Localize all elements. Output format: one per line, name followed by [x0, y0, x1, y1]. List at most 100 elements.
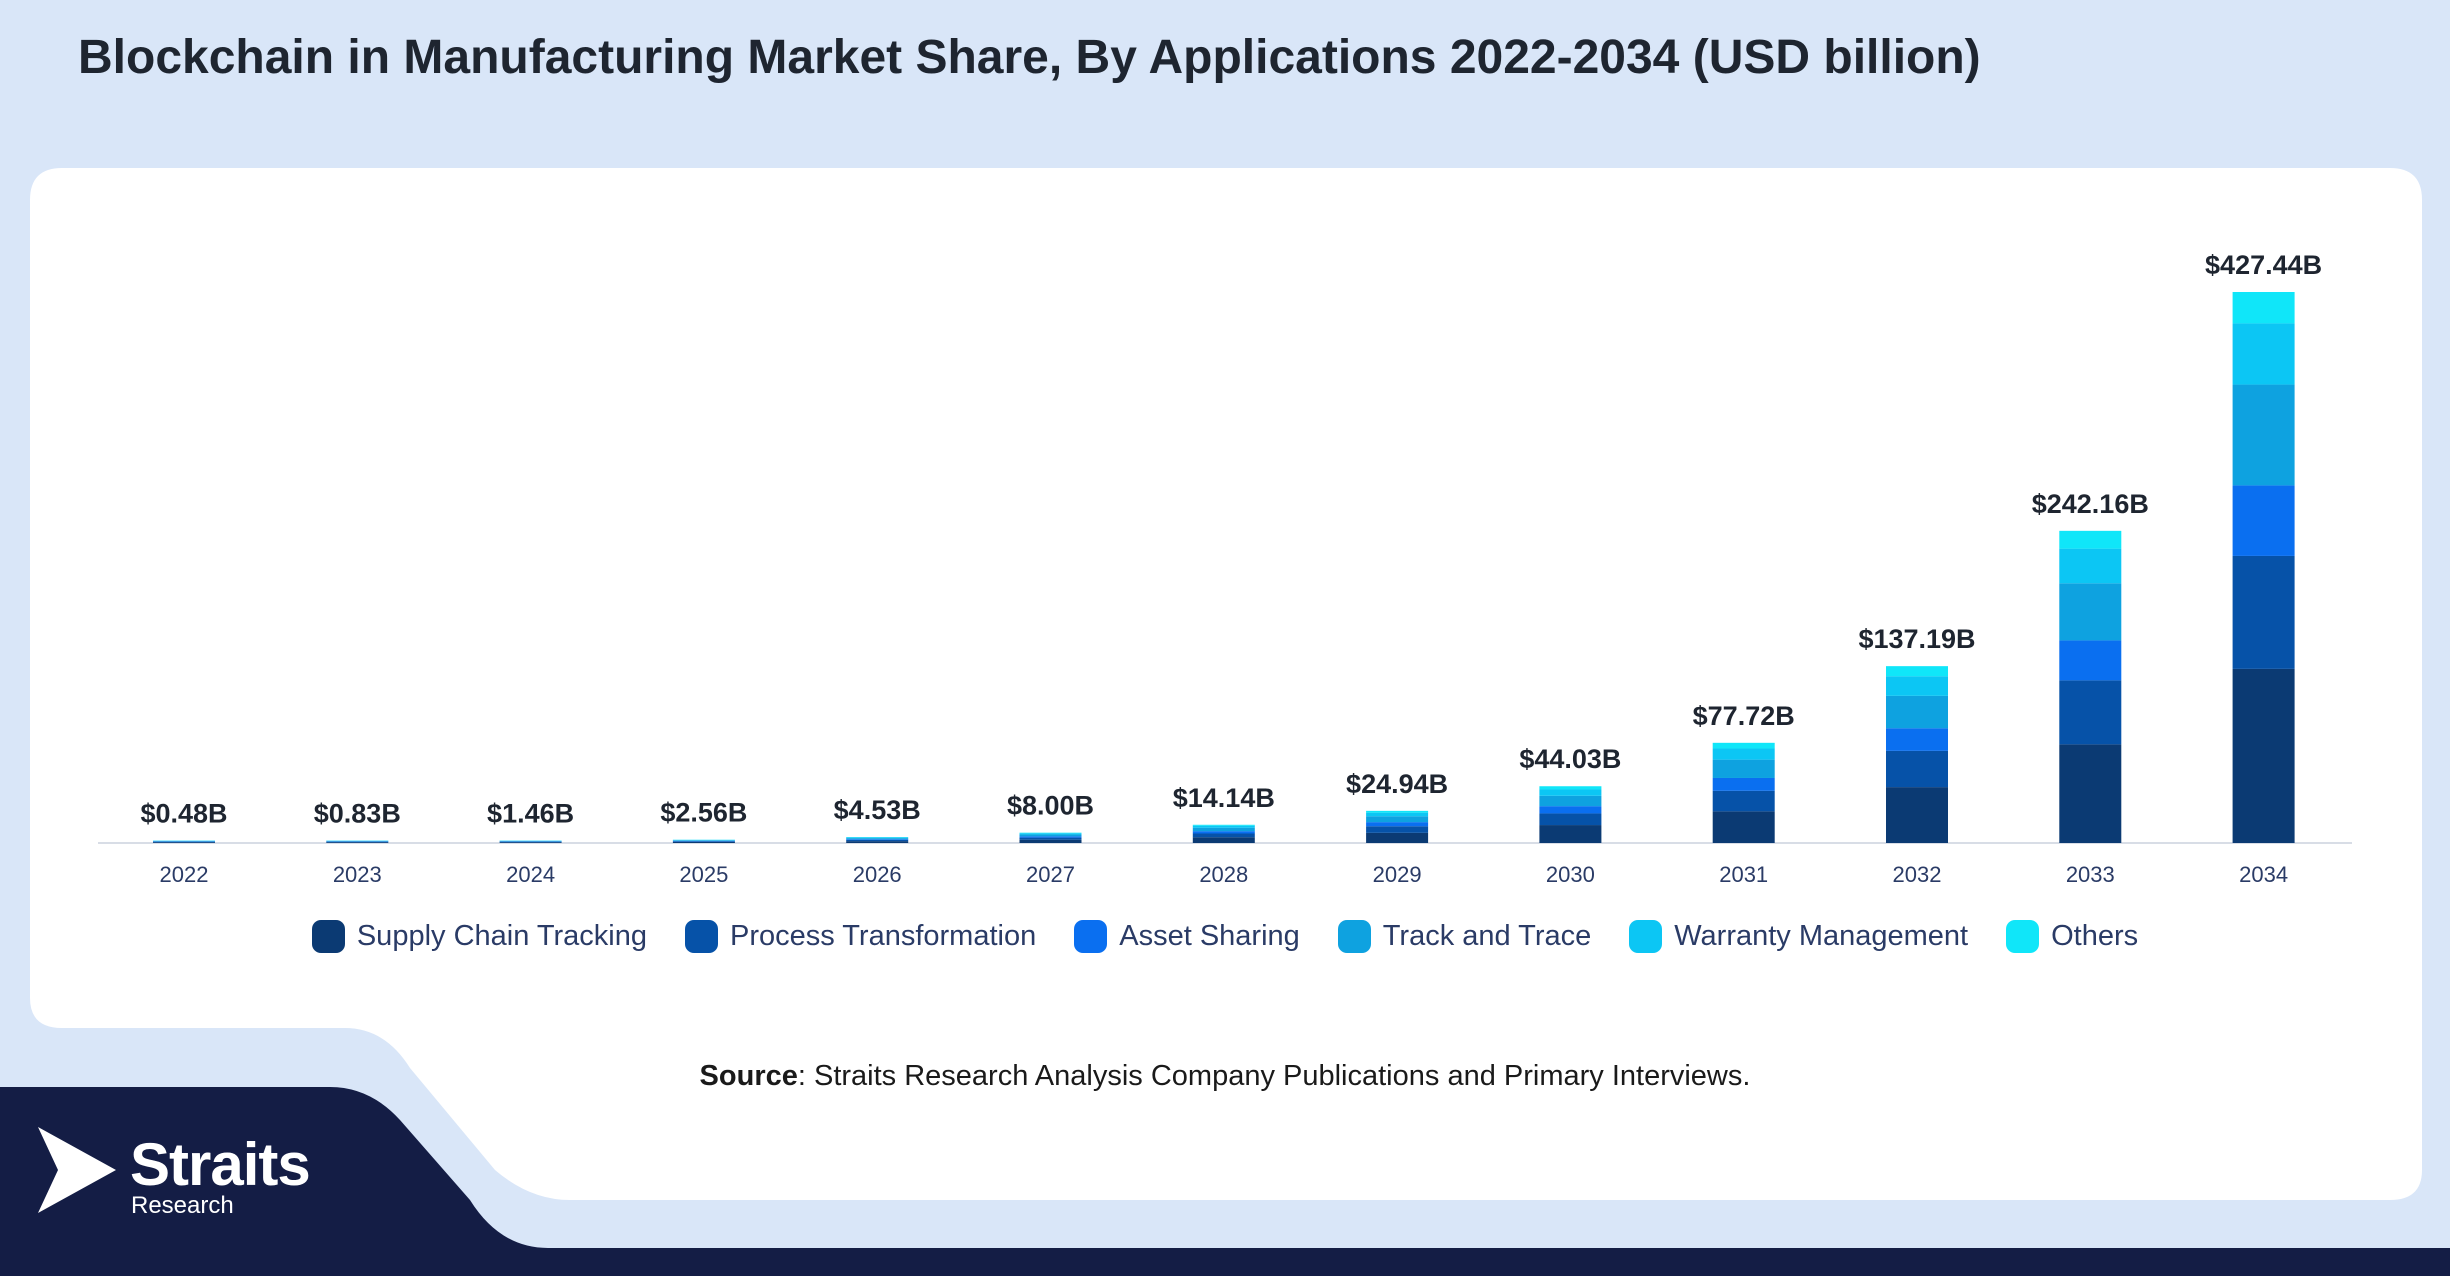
bar-segment	[2232, 384, 2295, 486]
bar-segment	[2059, 548, 2122, 584]
x-tick-label: 2031	[1719, 862, 1768, 887]
card-shape	[30, 168, 2422, 1200]
bar-segment	[1886, 750, 1948, 788]
x-tick-label: 2033	[2066, 862, 2115, 887]
legend-label: Process Transformation	[730, 920, 1037, 952]
data-label: $0.48B	[140, 799, 227, 829]
data-label: $427.44B	[2205, 250, 2322, 280]
bar-segment	[2059, 680, 2122, 745]
bar-segment	[2232, 292, 2295, 324]
bar-segment	[846, 839, 909, 842]
bar-segment	[1539, 789, 1602, 796]
bar-segment	[1366, 812, 1429, 817]
bar-segment	[1366, 832, 1429, 843]
bar-segment	[672, 841, 735, 843]
bar-segment	[153, 842, 215, 843]
source-note: Source: Straits Research Analysis Compan…	[0, 1060, 2450, 1093]
bar-segment	[1886, 728, 1948, 751]
data-label: $24.94B	[1346, 769, 1448, 799]
bar-segment	[1539, 825, 1602, 843]
x-tick-label: 2026	[853, 862, 902, 887]
x-tick-label: 2034	[2239, 862, 2288, 887]
bar-segment	[1366, 810, 1429, 813]
bar-segment	[2232, 485, 2295, 556]
legend-item: Process Transformation	[685, 920, 1036, 953]
data-label: $2.56B	[660, 798, 747, 828]
bar-segment	[153, 841, 215, 843]
bar-segment	[1366, 822, 1429, 827]
bar-segment	[326, 841, 389, 843]
bar-segment	[326, 842, 389, 843]
legend-item: Asset Sharing	[1074, 920, 1300, 953]
bar-segment	[1886, 676, 1948, 696]
bar-segment	[1192, 824, 1255, 826]
legend-swatch	[685, 920, 718, 953]
bar-segment	[1192, 825, 1255, 828]
brand-name: Straits	[130, 1131, 311, 1198]
bar-segment	[1192, 837, 1255, 843]
x-tick-label: 2029	[1373, 862, 1422, 887]
data-label: $242.16B	[2032, 489, 2149, 519]
arrow-logo-icon	[38, 1127, 116, 1213]
legend-item: Supply Chain Tracking	[311, 920, 647, 953]
legend-label: Asset Sharing	[1119, 920, 1300, 952]
bar-segment	[1712, 790, 1775, 812]
data-label: $44.03B	[1519, 744, 1621, 774]
legend-label: Track and Trace	[1382, 920, 1592, 952]
bar-segment	[1712, 742, 1775, 749]
legend-item: Others	[2006, 920, 2138, 953]
data-label: $1.46B	[487, 799, 574, 829]
bar-segment	[1539, 806, 1602, 814]
data-label: $4.53B	[834, 795, 921, 825]
bar-segment	[2232, 668, 2295, 843]
bar-segment	[846, 838, 909, 840]
bar-segment	[1192, 833, 1255, 838]
bar-segment	[2232, 555, 2295, 669]
bar-segment	[846, 841, 909, 843]
bar-segment	[2059, 640, 2122, 681]
bar-segment	[2232, 323, 2295, 385]
bar-segment	[2059, 744, 2122, 843]
legend-swatch	[311, 920, 345, 953]
x-tick-label: 2027	[1026, 862, 1075, 887]
bar-segment	[1019, 833, 1082, 835]
bar-segment	[1019, 837, 1082, 840]
legend-swatch	[1337, 920, 1371, 953]
bar-segment	[499, 841, 562, 843]
bar-segment	[1019, 834, 1082, 837]
bar-segment	[846, 839, 909, 840]
bar-segment	[1019, 839, 1082, 843]
legend-swatch	[1074, 920, 1108, 953]
page-title: Blockchain in Manufacturing Market Share…	[78, 31, 1981, 84]
brand-subtitle: Research	[131, 1192, 234, 1219]
bar-segment	[1886, 695, 1948, 729]
x-tick-label: 2028	[1199, 862, 1248, 887]
chart-legend: Supply Chain Tracking Process Transformat…	[0, 920, 2450, 953]
bar-segment	[1192, 831, 1255, 834]
legend-item: Track and Trace	[1337, 920, 1592, 953]
bar-segment	[1712, 777, 1775, 791]
x-tick-label: 2032	[1893, 862, 1942, 887]
bar-segment	[1192, 827, 1255, 832]
source-text: : Straits Research Analysis Company Publ…	[797, 1060, 1751, 1092]
legend-swatch	[2006, 920, 2040, 953]
bar-segment	[1019, 832, 1082, 834]
bar-segment	[1712, 759, 1775, 778]
bar-segment	[1539, 813, 1602, 826]
legend-label: Others	[2051, 920, 2139, 952]
x-tick-label: 2024	[506, 862, 555, 887]
bar-segment	[1539, 795, 1602, 807]
legend-swatch	[1629, 920, 1663, 953]
bar-segment	[499, 842, 562, 843]
data-label: $14.14B	[1173, 783, 1275, 813]
bar-segment	[1366, 816, 1429, 823]
data-label: $8.00B	[1007, 791, 1094, 821]
legend-label: Supply Chain Tracking	[356, 920, 647, 952]
bar-segment	[672, 840, 735, 841]
source-label: Source	[699, 1060, 798, 1092]
bar-segment	[672, 841, 735, 842]
x-tick-label: 2022	[160, 862, 209, 887]
bar-segment	[846, 837, 909, 839]
data-label: $0.83B	[314, 799, 401, 829]
